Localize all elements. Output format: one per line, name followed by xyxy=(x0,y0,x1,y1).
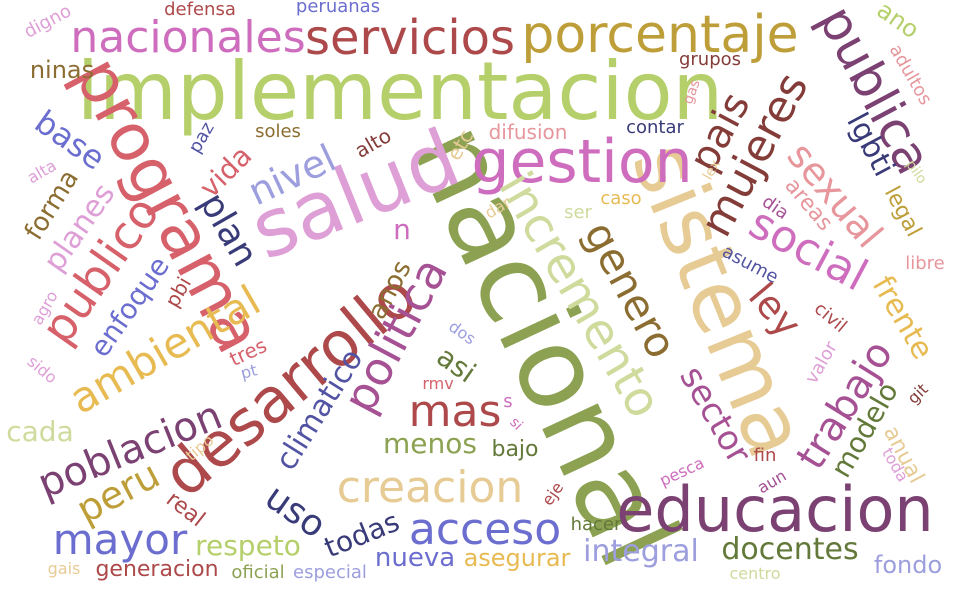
word-ninas: ninas xyxy=(29,56,95,84)
word-respeto: respeto xyxy=(195,529,301,562)
word-sido: sido xyxy=(23,351,61,388)
word-integral: integral xyxy=(583,534,699,569)
word-asegurar: asegurar xyxy=(463,544,571,572)
word-n: n xyxy=(393,213,411,246)
word-fondo: fondo xyxy=(873,551,943,579)
word-centro: centro xyxy=(729,564,781,583)
word-mas: mas xyxy=(408,386,502,437)
word-menos: menos xyxy=(383,427,477,460)
word-difusion: difusion xyxy=(488,120,568,144)
word-mayor: mayor xyxy=(52,515,188,564)
word-cada: cada xyxy=(6,415,74,448)
word-peruanas: peruanas xyxy=(295,0,381,17)
word-porcentaje: porcentaje xyxy=(521,5,799,65)
word-implementacion: implementacion xyxy=(76,45,724,138)
word-fin: fin xyxy=(753,445,777,466)
word-acceso: acceso xyxy=(408,504,562,555)
word-servicios: servicios xyxy=(304,10,516,66)
word-civil: civil xyxy=(809,298,851,338)
word-soles: soles xyxy=(255,121,301,142)
word-nacionales: nacionales xyxy=(70,12,306,63)
word-generacion: generacion xyxy=(95,557,219,582)
word-grupos: grupos xyxy=(678,49,742,70)
word-bajo: bajo xyxy=(491,437,539,462)
word-s: s xyxy=(503,391,513,412)
word-creacion: creacion xyxy=(336,462,524,513)
word-nueva: nueva xyxy=(374,543,456,573)
word-hacer: hacer xyxy=(570,514,622,535)
word-oficial: oficial xyxy=(231,562,285,583)
word-gestion: gestion xyxy=(471,127,693,197)
word-rmv: rmv xyxy=(422,374,454,393)
word-gais: gais xyxy=(47,559,81,578)
word-docentes: docentes xyxy=(721,532,859,567)
word-especial: especial xyxy=(293,562,367,583)
word-defensa: defensa xyxy=(164,0,236,20)
word-git: git xyxy=(903,379,932,408)
word-caso: caso xyxy=(600,188,642,209)
word-ser: ser xyxy=(564,202,592,223)
word-contar: contar xyxy=(626,117,684,138)
word-educacion: educacion xyxy=(616,473,934,546)
word-digno: digno xyxy=(20,0,75,43)
word-ano: ano xyxy=(871,0,925,45)
word-libre: libre xyxy=(905,253,945,274)
